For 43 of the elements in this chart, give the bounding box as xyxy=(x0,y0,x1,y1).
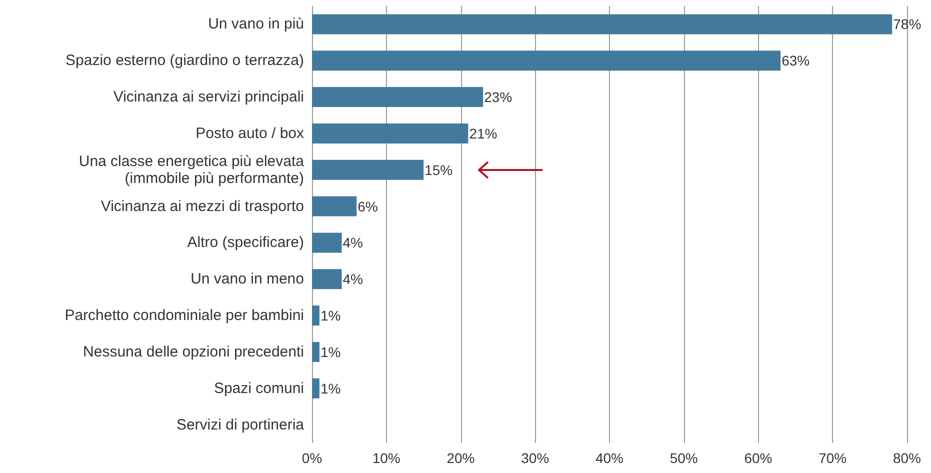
data-label: 4% xyxy=(342,234,363,251)
y-tick-label: Vicinanza ai servizi principali xyxy=(113,88,304,106)
y-tick-label: Posto auto / box xyxy=(196,124,304,142)
data-label: 63% xyxy=(782,52,810,69)
data-label: 1% xyxy=(320,344,341,360)
y-tick-label: Servizi di portineria xyxy=(176,416,305,434)
bar xyxy=(312,87,484,108)
data-label: 21% xyxy=(469,125,498,142)
data-label: 23% xyxy=(484,89,512,106)
bar xyxy=(312,232,342,253)
x-tick-label: 70% xyxy=(818,450,847,466)
bar xyxy=(312,123,468,144)
y-tick-label: Parchetto condominiale per bambini xyxy=(64,307,304,324)
x-tick-label: 50% xyxy=(670,450,698,466)
bar xyxy=(312,196,357,216)
data-label: 4% xyxy=(342,271,363,288)
data-label: 1% xyxy=(320,380,341,396)
y-tick-label: Una classe energetica più elevata (immobile più performante) xyxy=(78,152,305,187)
y-tick-label: Un vano in meno xyxy=(190,270,304,288)
bar xyxy=(312,342,320,362)
bar xyxy=(312,14,892,34)
y-tick-label: Spazio esterno (giardino o terrazza) xyxy=(66,52,304,70)
x-tick-label: 30% xyxy=(521,450,550,466)
y-tick-label: Nessuna delle opzioni precedenti xyxy=(83,343,304,360)
y-tick-label: Altro (specificare) xyxy=(187,234,304,252)
y-tick-label: Un vano in più xyxy=(208,16,304,33)
bar xyxy=(312,306,320,326)
data-label: 78% xyxy=(893,16,922,32)
y-tick-label: Vicinanza ai mezzi di trasporto xyxy=(100,198,304,215)
bar xyxy=(312,378,320,398)
x-tick-label: 60% xyxy=(744,450,772,466)
data-label: 1% xyxy=(320,308,341,324)
bar xyxy=(312,50,781,71)
data-label: 6% xyxy=(358,198,378,214)
x-tick-label: 20% xyxy=(446,450,475,466)
bar xyxy=(312,269,342,290)
x-tick-label: 40% xyxy=(595,450,624,466)
x-tick-label: 0% xyxy=(302,450,322,466)
y-tick-label: Spazi comuni xyxy=(214,380,304,397)
x-tick-label: 10% xyxy=(372,450,400,466)
x-tick-label: 80% xyxy=(892,450,922,466)
bar xyxy=(312,160,424,180)
data-label: 15% xyxy=(424,162,453,178)
